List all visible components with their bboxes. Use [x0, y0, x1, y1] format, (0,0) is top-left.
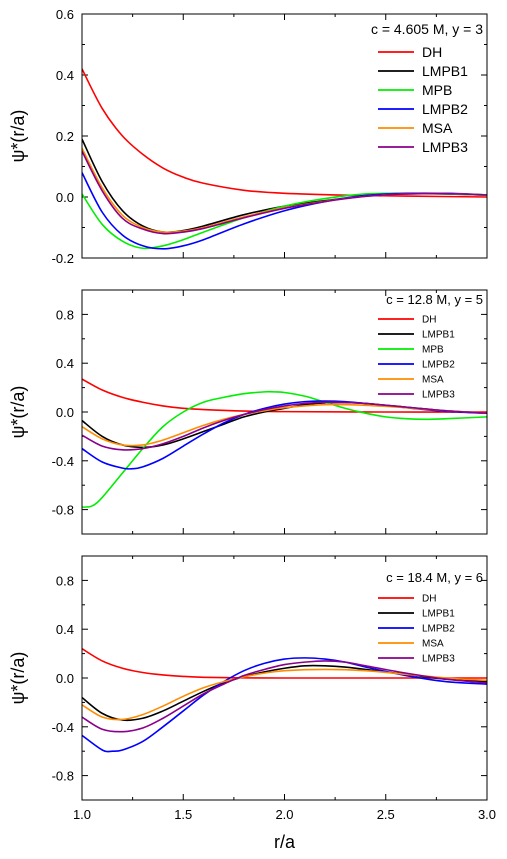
series-line-mpb — [82, 390, 487, 508]
series-line-msa — [82, 147, 487, 234]
y-tick-label: -0.4 — [52, 454, 74, 469]
series-line-dh — [82, 648, 487, 679]
panel-3: 1.0 1.5 2.0 2.5 3.0 -0.8 -0.4 0.0 0.4 0.8 ψ*(r/a) r… — [8, 555, 496, 852]
legend-label-lmpb3: LMPB3 — [422, 139, 468, 155]
legend-label-mpb: MPB — [422, 82, 452, 98]
plot-frame — [81, 555, 488, 801]
y-tick-label: -0.2 — [52, 251, 74, 266]
panel-annotation: c = 12.8 M, y = 5 — [386, 292, 483, 307]
panel-1: -0.2 0.0 0.2 0.4 0.6 ψ*(r/a) c = 4.605 M, y = … — [8, 7, 488, 266]
x-tick-label: 1.0 — [73, 807, 91, 822]
y-tick-label: 0.2 — [56, 129, 74, 144]
y-tick-label: 0.4 — [56, 68, 74, 83]
x-tick-label: 1.5 — [174, 807, 192, 822]
panel-annotation: c = 4.605 M, y = 3 — [371, 21, 483, 37]
y-tick-label: 0.0 — [56, 405, 74, 420]
y-tick-label: 0.0 — [56, 671, 74, 686]
series-line-lmpb2 — [82, 172, 487, 250]
y-tick-label: 0.8 — [56, 307, 74, 322]
x-tick-label: 3.0 — [478, 807, 496, 822]
y-tick-label: -0.8 — [52, 503, 74, 518]
series-line-lmpb2 — [82, 657, 487, 753]
legend-label-dh: DH — [422, 44, 442, 60]
legend-label-lmpb2: LMPB2 — [422, 360, 455, 371]
legend-label-lmpb1: LMPB1 — [422, 609, 455, 620]
y-tick-label: -0.8 — [52, 769, 74, 784]
series-lines — [82, 68, 487, 250]
series-line-lmpb3 — [82, 660, 487, 733]
x-tick-label: 2.0 — [275, 807, 293, 822]
y-axis-label: ψ*(r/a) — [8, 110, 28, 163]
panel-2: -0.8 -0.4 0.0 0.4 0.8 ψ*(r/a) c = 12.8 M, y = … — [8, 289, 488, 535]
y-axis-label: ψ*(r/a) — [8, 386, 28, 439]
legend-label-lmpb3: LMPB3 — [422, 654, 455, 665]
legend-label-lmpb3: LMPB3 — [422, 390, 455, 401]
legend-label-mpb: MPB — [422, 345, 444, 356]
legend-label-lmpb2: LMPB2 — [422, 624, 455, 635]
plot-frame — [81, 289, 488, 535]
series-line-msa — [82, 403, 487, 447]
y-tick-label: 0.8 — [56, 573, 74, 588]
series-line-mpb — [82, 192, 487, 250]
series-line-lmpb1 — [82, 664, 487, 722]
panel-annotation: c = 18.4 M, y = 6 — [386, 570, 483, 585]
y-tick-label: 0.4 — [56, 622, 74, 637]
y-axis-label: ψ*(r/a) — [8, 652, 28, 705]
x-axis-label: r/a — [274, 832, 296, 852]
legend-label-lmpb1: LMPB1 — [422, 63, 468, 79]
series-lines — [82, 378, 487, 508]
series-lines — [82, 648, 487, 753]
legend-label-msa: MSA — [422, 375, 444, 386]
legend-label-dh: DH — [422, 594, 436, 605]
legend-label-lmpb1: LMPB1 — [422, 330, 455, 341]
y-tick-label: 0.6 — [56, 7, 74, 22]
legend-label-msa: MSA — [422, 639, 444, 650]
y-tick-label: -0.4 — [52, 720, 74, 735]
x-tick-label: 2.5 — [377, 807, 395, 822]
y-tick-label: 0.4 — [56, 356, 74, 371]
series-line-lmpb3 — [82, 150, 487, 235]
legend-label-lmpb2: LMPB2 — [422, 101, 468, 117]
plot-frame — [81, 13, 488, 259]
legend-label-msa: MSA — [422, 120, 453, 136]
legend-label-dh: DH — [422, 315, 436, 326]
series-line-lmpb3 — [82, 401, 487, 451]
y-tick-label: 0.0 — [56, 190, 74, 205]
